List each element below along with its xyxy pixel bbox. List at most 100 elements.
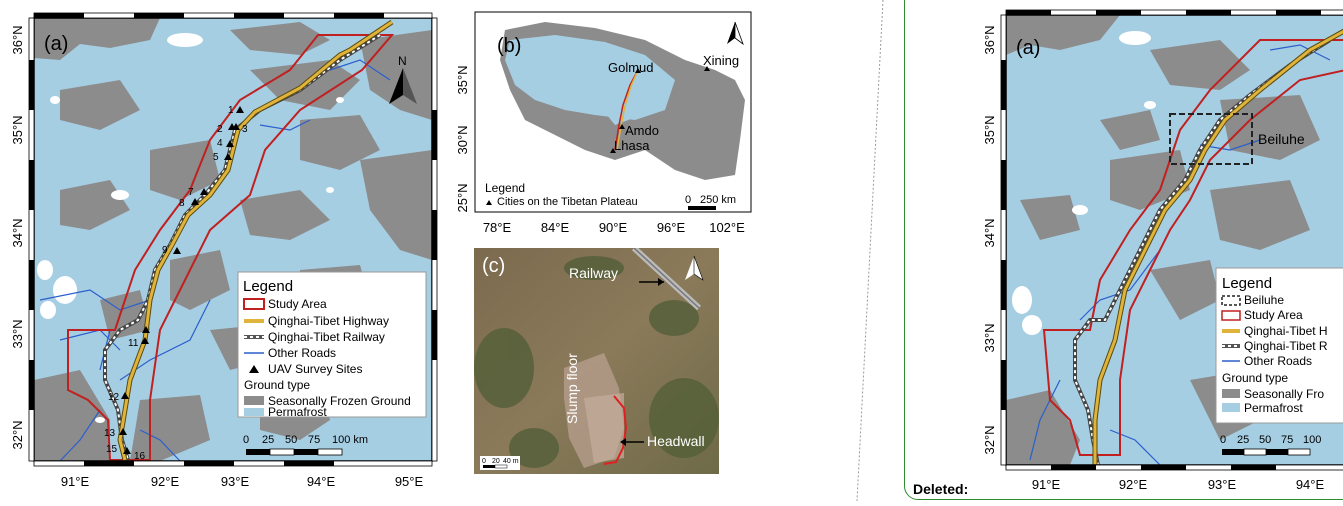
city-xining: Xining [703,53,739,68]
panel-label-c: (c) [482,255,505,277]
site-label: 13 [104,428,116,439]
lat-tick: 32°N [10,420,25,449]
legend-highway: Qinghai-Tibet Highway [268,314,389,328]
site-label: 11 [128,338,139,349]
svg-text:25: 25 [1237,434,1249,446]
lat-tick: 35°N [982,115,997,144]
city-lhasa: Lhasa [614,138,650,153]
site-marker [141,337,149,344]
north-arrow-icon: N [389,54,417,104]
legend-highway: Qinghai-Tibet H [1244,324,1328,338]
svg-text:N: N [398,54,407,68]
legend-beiluhe: Beiluhe [1244,293,1284,307]
site-label: 7 [188,187,194,198]
study-area-boundary [67,34,395,461]
lon-tick: 95°E [395,474,424,489]
svg-text:20: 20 [492,458,500,465]
site-label: 5 [213,152,219,163]
legend-title: Legend [1222,275,1272,292]
scale-bar: 0 25 50 75 100 [1220,434,1321,456]
lon-tick: 91°E [1032,477,1061,492]
legend-seasonal: Seasonally Frozen Ground [268,394,411,408]
site-marker [119,428,127,435]
site-label: 3 [242,124,248,135]
lat-tick: 33°N [10,319,25,348]
city-marker [610,148,616,153]
lat-tick: 35°N [455,65,470,94]
lon-tick: 94°E [307,474,336,489]
legend-study-area: Study Area [268,297,327,311]
site-marker [121,392,129,399]
svg-text:50: 50 [285,434,297,446]
lat-tick: 36°N [10,25,25,54]
site-label: 16 [134,451,146,462]
uav-survey-sites [119,106,244,454]
legend-study-area: Study Area [1244,308,1303,322]
site-marker [200,188,208,195]
city-marker [704,66,710,71]
site-marker [232,123,240,130]
lon-tick: 92°E [151,474,180,489]
lon-tick: 93°E [221,474,250,489]
review-map: Beiluhe (a) Legend Beiluhe Study Area Qi… [960,0,1343,501]
svg-text:50: 50 [1259,434,1271,446]
legend-permafrost: Permafrost [268,405,327,419]
lon-tick: 90°E [599,220,628,235]
lon-tick: 94°E [1296,477,1325,492]
site-marker [226,140,234,147]
site-label: 2 [217,124,223,135]
legend-seasonal: Seasonally Fro [1244,387,1324,401]
svg-text:75: 75 [308,434,320,446]
lat-tick: 35°N [10,115,25,144]
city-amdo: Amdo [625,123,659,138]
north-arrow-icon [727,21,744,46]
comment-connector [856,0,884,501]
north-arrow-icon [685,255,704,281]
lat-tick: 36°N [982,25,997,54]
legend-title: Legend [243,278,293,295]
site-label: 8 [179,198,185,209]
lon-tick: 91°E [61,474,90,489]
deleted-label: Deleted: [913,481,969,497]
city-golmud: Golmud [608,60,654,75]
lat-tick: 34°N [982,218,997,247]
panel-label-b: (b) [497,35,521,57]
legend-title: Legend [485,181,525,195]
legend-swatch-permafrost [244,408,264,416]
site-marker [191,198,199,205]
site-marker [123,447,131,454]
site-label: 12 [108,392,120,403]
svg-text:0: 0 [243,434,249,446]
headwall-label: Headwall [647,433,705,449]
panel-label-a: (a) [44,33,68,55]
svg-text:75: 75 [1281,434,1293,446]
legend-railway: Qinghai-Tibet R [1244,339,1328,353]
lat-tick: 34°N [10,218,25,247]
svg-text:100 km: 100 km [332,434,368,446]
svg-text:0: 0 [685,194,691,206]
lon-tick: 102°E [709,220,745,235]
map-panel-a: 1 2 3 4 5 7 8 9 11 12 13 15 16 N Legend … [0,0,445,501]
legend-cities: Cities on the Tibetan Plateau [497,196,638,208]
scale-bar: 0 250 km [685,194,736,210]
lat-tick: 25°N [455,183,470,212]
photo-panel-c: Railway Headwall Slump floor (c) 0 20 40… [474,245,719,474]
legend-ground-type: Ground type [244,378,310,392]
legend-swatch-sites [249,365,259,373]
beiluhe-box [1169,113,1253,165]
beiluhe-label: Beiluhe [1258,131,1305,147]
city-marker [635,68,641,73]
svg-text:0: 0 [1220,434,1226,446]
legend-sites: UAV Survey Sites [268,362,362,376]
map-panel-b: Golmud Xining Amdo Lhasa (b) Legend Citi… [445,0,755,240]
scale-bar: 0 20 40 m [482,458,519,469]
legend-railway: Qinghai-Tibet Railway [268,330,385,344]
lat-tick: 33°N [982,323,997,352]
legend-ground-type: Ground type [1222,371,1288,385]
site-marker [236,106,244,113]
svg-text:40 m: 40 m [503,458,519,465]
legend-swatch-study-area [243,298,265,310]
slump-floor-label: Slump floor [564,353,580,424]
lon-tick: 96°E [657,220,686,235]
svg-text:250 km: 250 km [700,194,736,206]
